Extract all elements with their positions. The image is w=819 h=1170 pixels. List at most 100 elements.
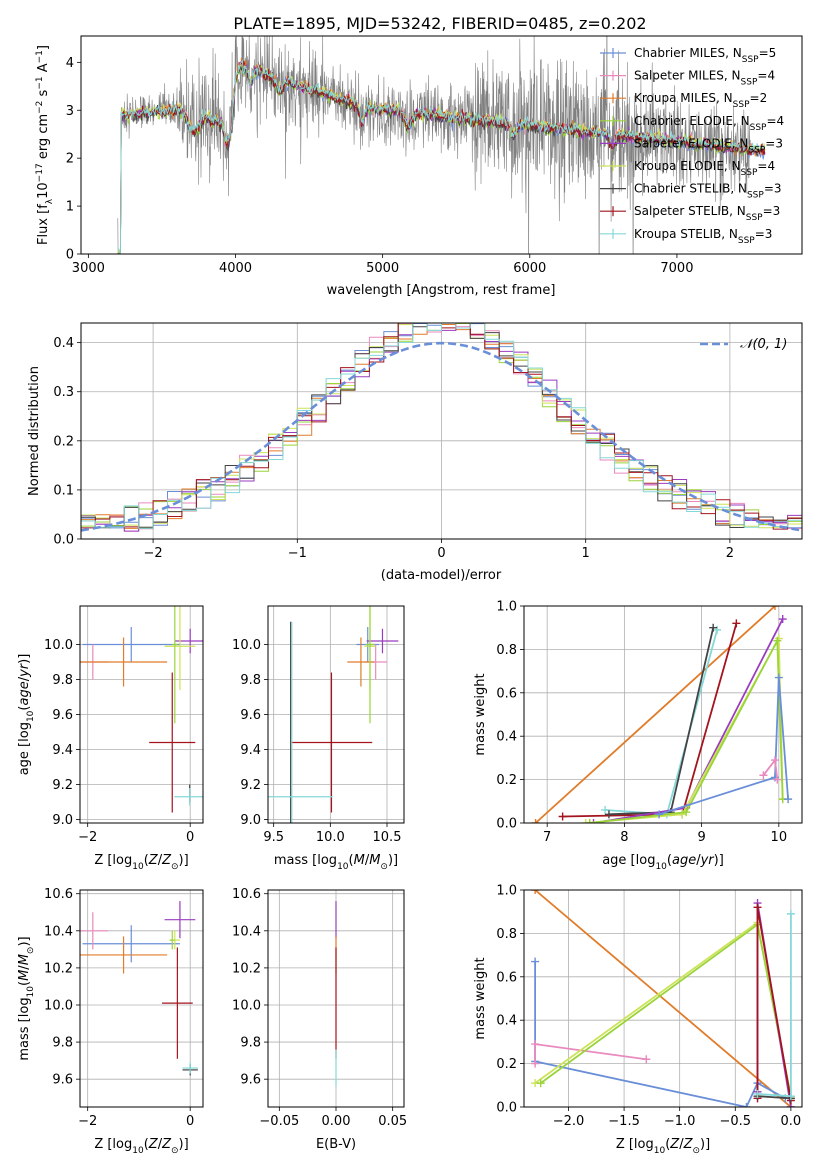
y-tick-label: 2 (66, 152, 74, 167)
frame: 9.5 10.0 10.5 9.0 9.2 9.4 9.6 9.8 10.0 mass [log1… (232, 605, 405, 872)
x-axis-label-part: ⊙ (692, 1146, 700, 1156)
point-marker (581, 819, 590, 823)
legend-sub: SSP (746, 213, 763, 223)
y-tick-label: 10.4 (44, 924, 73, 939)
point-marker (531, 957, 540, 966)
legend-entry: 𝒩(0, 1) (740, 337, 787, 352)
mass-weight-line (534, 961, 786, 1107)
mass-weight-line (585, 635, 784, 823)
panel-massweight-vs-z: −2.0 −1.5 −1.0 −0.5 0.0 0.0 0.2 0.4 0.6 0.8 1.0 Z [… (473, 884, 803, 1156)
point-marker (604, 810, 613, 819)
legend-nssp: =3 (764, 182, 782, 196)
legend-entry: Kroupa STELIB, NSSP=3 (634, 227, 772, 246)
x-axis-label-part: 10 (132, 1146, 144, 1156)
legend-model: Salpeter STELIB, N (634, 204, 746, 218)
frame: −2 −1 0 1 2 0.0 0.1 0.2 0.3 0.4 𝒩(0, 1) (data-model… (27, 322, 803, 583)
legend-model: Salpeter MILES, N (634, 69, 741, 83)
x-axis-label: Z [log10(Z/Z⊙)] (616, 1137, 710, 1156)
x-tick-label: 5000 (366, 261, 399, 276)
y-tick-label: 9.8 (240, 1036, 261, 1051)
y-tick-label: 0.0 (496, 817, 517, 832)
point-marker (770, 606, 779, 610)
x-axis-label: age [log10(age/yr)] (602, 853, 724, 872)
histogram-0 (81, 323, 802, 529)
y-axis-label-part: erg cm (36, 114, 51, 163)
y-tick-label: 0.1 (53, 483, 74, 498)
x-tick-label: 0 (437, 546, 445, 561)
x-axis-label-part: ( (667, 853, 672, 868)
frame: −2 09.09.29.49.69.810.0Z [log10(Z/Z⊙)]age… (17, 605, 204, 872)
point-marker (536, 1079, 545, 1088)
y-tick-label: 10.0 (232, 638, 261, 653)
legend-nssp: =3 (763, 204, 781, 218)
y-tick-label: 0.4 (496, 1014, 517, 1029)
axes-frame (267, 605, 405, 824)
x-axis-label-part: mass [log (274, 853, 337, 868)
y-axis-label-part: / (17, 965, 32, 970)
y-axis-label: Normed distribution (27, 366, 42, 496)
x-axis-label-part: ⊙ (171, 862, 179, 872)
y-axis-label: mass weight (473, 673, 488, 755)
x-tick-label: 10.5 (373, 830, 402, 845)
point-marker (709, 623, 718, 632)
point-marker (531, 1059, 540, 1068)
y-axis-label-part: Flux [f (36, 204, 51, 245)
y-axis-label-part: 10 (26, 986, 36, 998)
y-axis-label-part: −1 (35, 50, 45, 63)
point-marker (531, 1040, 540, 1049)
legend-sub: SSP (738, 236, 755, 246)
legend-model: Kroupa ELODIE, N (634, 159, 741, 173)
legend-entry: Chabrier STELIB, NSSP=3 (634, 182, 782, 201)
x-axis-label: E(B-V) (316, 1137, 356, 1152)
x-axis-label-part: 10 (337, 862, 349, 872)
x-axis-label-part: 10 (132, 862, 144, 872)
legend-sub: SSP (741, 78, 758, 88)
y-tick-label: 9.4 (240, 743, 261, 758)
y-axis-label-part: 10 (36, 182, 51, 199)
y-axis-label-part: s (36, 89, 51, 100)
y-tick-label: 0.6 (496, 970, 517, 985)
point-marker (682, 808, 691, 817)
legend-sub: SSP (748, 145, 765, 155)
plot-area (81, 323, 802, 532)
x-tick-label: 10 (771, 830, 788, 845)
x-axis-label-part: Z (148, 1137, 159, 1152)
y-tick-label: 0.2 (496, 773, 517, 788)
x-axis-label-part: )] (700, 1137, 710, 1152)
x-tick-label: 0.05 (378, 1114, 407, 1129)
x-axis-label: (data-model)/error (381, 568, 502, 583)
y-tick-label: 9.6 (240, 708, 261, 723)
legend-sub: SSP (747, 191, 764, 201)
x-axis-label-part: E(B-V) (316, 1137, 356, 1152)
x-tick-label: 7000 (660, 261, 693, 276)
y-tick-label: 9.8 (52, 673, 73, 688)
y-axis-label-part: A (36, 63, 51, 76)
x-axis-label: Z [log10(Z/Z⊙)] (94, 1137, 188, 1156)
legend-model: Salpeter ELODIE, N (634, 136, 748, 150)
legend-entry: Chabrier MILES, NSSP=5 (634, 46, 776, 65)
x-tick-label: 0 (186, 830, 194, 845)
y-axis-label-part: ( (17, 706, 32, 711)
legend-entry: Salpeter STELIB, NSSP=3 (634, 204, 780, 223)
x-axis-label-part: yr (700, 853, 716, 868)
axes-frame (523, 605, 803, 824)
y-axis-label-part: age [log (17, 722, 32, 775)
plot-area (80, 606, 203, 813)
plot-area (531, 890, 795, 1107)
legend-entry: Salpeter MILES, NSSP=4 (634, 69, 775, 88)
observed-spectrum (117, 36, 751, 254)
x-tick-label: 0.00 (322, 1114, 351, 1129)
y-tick-label: 10.2 (232, 961, 261, 976)
y-axis-label-part: λ (45, 198, 55, 204)
point-marker (753, 1089, 762, 1098)
y-tick-label: 1 (66, 200, 74, 215)
plot-area (117, 36, 766, 254)
y-tick-label: 1.0 (496, 884, 517, 899)
x-axis-label-part: Z [log (94, 853, 132, 868)
x-axis-label-part: M (369, 853, 380, 868)
histogram-3 (81, 323, 802, 528)
y-axis-label-part: ] (36, 45, 51, 50)
y-tick-label: 10.6 (232, 887, 261, 902)
point-marker (601, 805, 610, 814)
